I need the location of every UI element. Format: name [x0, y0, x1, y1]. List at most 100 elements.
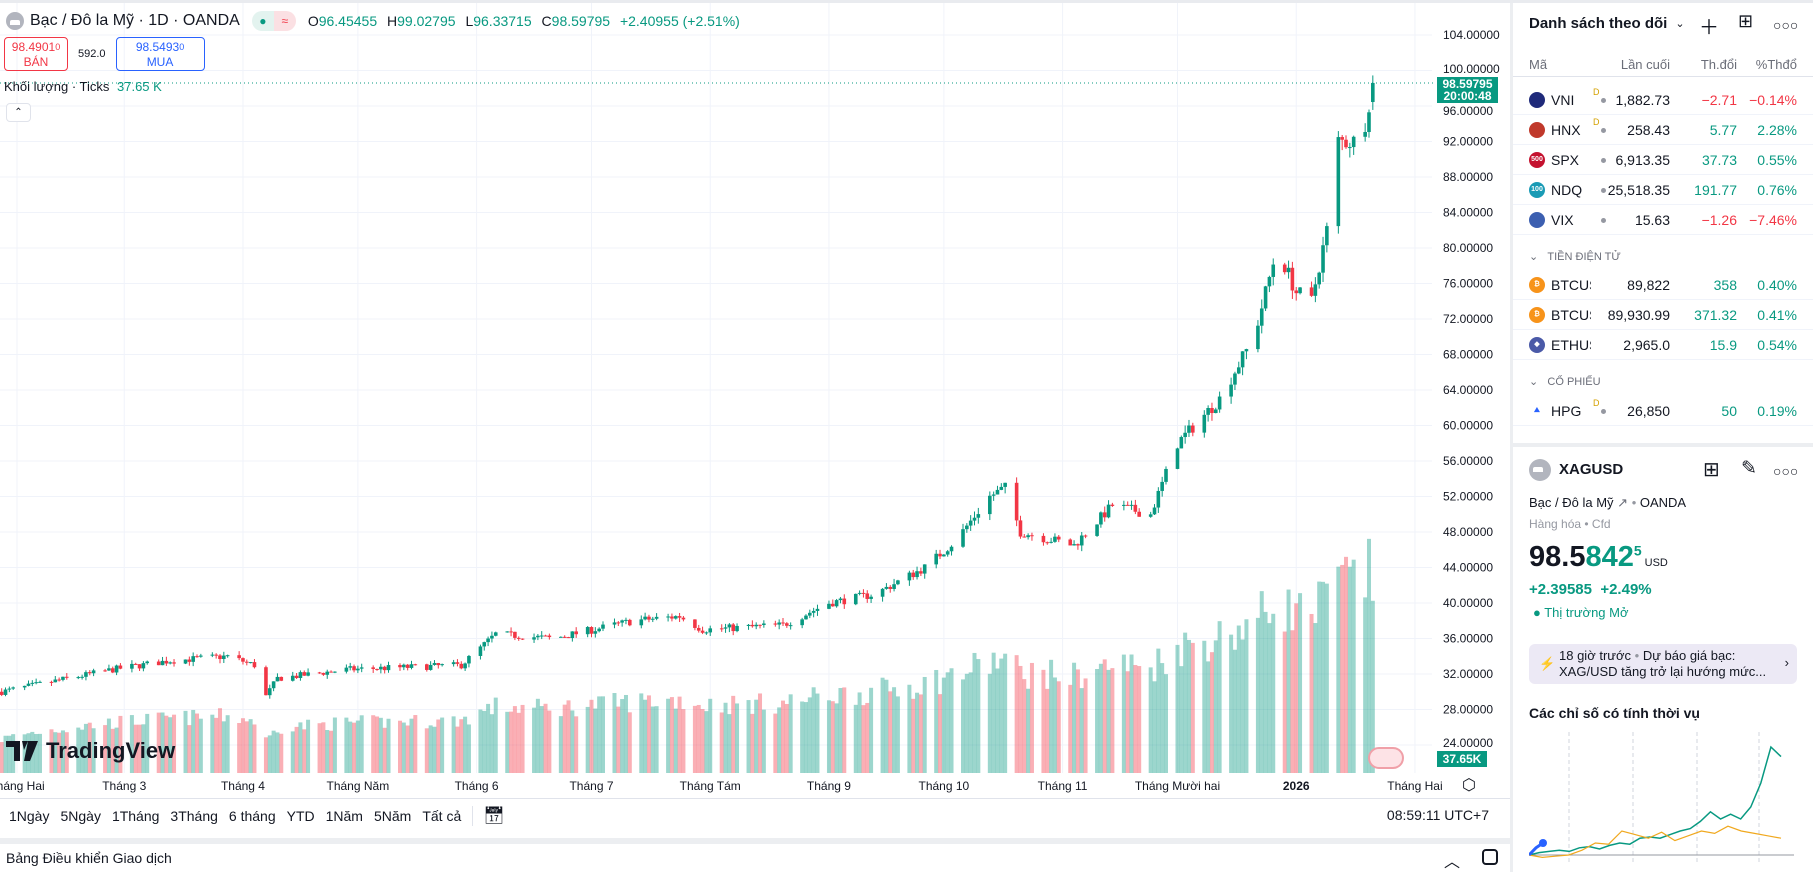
more-options-icon[interactable]: ○○○	[1773, 17, 1799, 33]
candle	[1041, 535, 1046, 543]
candle	[808, 612, 812, 616]
candle	[160, 660, 165, 666]
change-value: +2.40955 (+2.51%)	[619, 13, 740, 29]
candle	[1267, 276, 1272, 287]
candle	[861, 592, 866, 594]
status-pill[interactable]: ● ≈	[251, 11, 296, 31]
symbol-details: XAGUSD ⊞ ✎ ○○○ Bạc / Đô la Mỹ ↗ • OANDA …	[1513, 443, 1813, 872]
candle	[1095, 524, 1099, 536]
events-flag-icon[interactable]	[1368, 747, 1404, 769]
watchlist-row[interactable]: ◆ ETHUSD 2,965.0 15.9 0.54%	[1513, 330, 1813, 360]
watchlist-row[interactable]: 100 NDQ 25,518.35 191.77 0.76%	[1513, 175, 1813, 205]
candle	[302, 672, 307, 676]
watchlist-row[interactable]: ₿ BTCUSD 89,930.99 371.32 0.41%	[1513, 300, 1813, 330]
range-1d[interactable]: 1Ngày	[9, 807, 50, 824]
volume-bar	[332, 717, 337, 773]
right-panel: Danh sách theo dõi ⌄ ＋ ⊞ ○○○ Mã Lần cuối …	[1513, 3, 1813, 872]
volume-bar	[1344, 556, 1349, 773]
price-axis-label: 84.00000	[1443, 206, 1493, 220]
volume-bar	[225, 715, 230, 773]
candle	[87, 672, 92, 674]
volume-bar	[865, 702, 870, 773]
candle	[995, 489, 1000, 495]
range-3m[interactable]: 3Tháng	[170, 807, 218, 824]
goto-date-calendar-icon[interactable]: 📅︎	[483, 805, 505, 825]
candle	[1233, 373, 1237, 385]
clock[interactable]: 08:59:11 UTC+7	[1386, 807, 1489, 823]
volume-bar	[788, 694, 793, 773]
symbol-title[interactable]: Bạc / Đô la Mỹ · 1D · OANDA	[30, 12, 240, 29]
volume-bar	[1102, 659, 1107, 773]
volume-bar	[1052, 677, 1057, 773]
range-all[interactable]: Tất cả	[422, 807, 462, 824]
news-item[interactable]: ⚡ 18 giờ trước • Dự báo giá bạc: XAG/USD…	[1529, 644, 1797, 684]
candle	[156, 661, 161, 666]
buy-button[interactable]: 98.54930 MUA	[115, 37, 205, 71]
watchlist-row[interactable]: 500 SPX 6,913.35 37.73 0.55%	[1513, 145, 1813, 175]
volume-bar	[677, 696, 682, 773]
candle	[493, 632, 498, 636]
price-axis-label: 100.00000	[1443, 62, 1500, 76]
volume-bar	[1014, 655, 1019, 773]
watchlist-row[interactable]: VIX 15.63 −1.26 −7.46%	[1513, 205, 1813, 235]
range-5d[interactable]: 5Ngày	[60, 807, 101, 824]
range-1m[interactable]: 1Tháng	[111, 807, 160, 824]
price-axis-label: 60.00000	[1443, 419, 1493, 433]
volume-bar	[183, 710, 188, 773]
candle	[543, 635, 548, 637]
volume-bar	[486, 703, 491, 773]
volume-bar	[1079, 688, 1084, 773]
section-crypto[interactable]: ⌄ TIỀN ĐIỆN TỬ	[1529, 251, 1621, 263]
watchlist-row[interactable]: ⛰ HPG D 26,850 50 0.19%	[1513, 396, 1813, 426]
candle	[1083, 535, 1088, 537]
external-link-icon[interactable]: ↗	[1617, 495, 1629, 510]
range-6m[interactable]: 6 tháng	[228, 807, 276, 824]
price-axis-label: 104.00000	[1443, 28, 1500, 42]
candle	[459, 663, 464, 669]
volume-bar	[1026, 688, 1031, 773]
volume-bar	[964, 673, 969, 773]
volume-bar	[198, 718, 203, 773]
watchlist-row[interactable]: VNI D 1,882.73 −2.71 −0.14%	[1513, 85, 1813, 115]
volume-bar	[597, 696, 602, 773]
chart-area[interactable]: 104.00000 100.00000 96.00000 92.00000 88.000…	[0, 3, 1510, 798]
candle	[402, 664, 406, 668]
gear-icon[interactable]: ⬡	[1462, 777, 1476, 794]
volume-bar	[489, 714, 494, 773]
candle	[1079, 535, 1084, 546]
seasonals-chart[interactable]	[1529, 727, 1799, 867]
candle	[325, 671, 330, 675]
watchlist-row[interactable]: ₿ BTCUSD 89,822 358 0.40%	[1513, 270, 1813, 300]
volume-bar	[378, 717, 383, 773]
watchlist-title[interactable]: Danh sách theo dõi ⌄	[1529, 15, 1685, 32]
tradingview-logo[interactable]: TradingView	[6, 738, 175, 764]
candle	[1003, 482, 1007, 487]
layout-grid-icon[interactable]: ⊞	[1703, 459, 1720, 481]
edit-icon[interactable]: ✎	[1741, 458, 1757, 479]
range-1y[interactable]: 1Năm	[325, 807, 363, 824]
spread-value: 592.0	[78, 48, 106, 60]
candle	[830, 603, 835, 607]
chevron-up-icon[interactable]: ︿	[1444, 854, 1461, 871]
candle	[838, 598, 843, 601]
price-chart[interactable]: 104.00000 100.00000 96.00000 92.00000 88.000…	[0, 3, 1510, 798]
section-stocks[interactable]: ⌄ CỔ PHIẾU	[1529, 376, 1601, 388]
trading-panel-title[interactable]: Bảng Điều khiển Giao dịch	[6, 850, 172, 866]
candle	[559, 636, 563, 638]
sell-button[interactable]: 98.49010 BÁN	[4, 37, 68, 71]
advanced-view-icon[interactable]: ⊞	[1738, 11, 1754, 31]
maximize-icon[interactable]	[1482, 849, 1498, 865]
volume-bar	[1294, 603, 1299, 773]
candle	[1259, 308, 1264, 326]
candle	[700, 630, 705, 633]
range-5y[interactable]: 5Năm	[373, 807, 412, 824]
candle	[1321, 245, 1325, 273]
range-ytd[interactable]: YTD	[286, 807, 315, 824]
time-axis[interactable]: Tháng Hai Tháng 3 Tháng 4 Tháng Năm Tháng 6 T…	[0, 775, 1510, 798]
add-symbol-icon[interactable]: ＋	[1699, 17, 1719, 39]
panel-divider[interactable]	[1510, 3, 1513, 872]
more-options-icon[interactable]: ○○○	[1773, 463, 1799, 479]
watchlist-row[interactable]: HNX D 258.43 5.77 2.28%	[1513, 115, 1813, 145]
collapse-legend-button[interactable]: ⌃	[6, 103, 31, 122]
price-axis-label: 68.00000	[1443, 348, 1493, 362]
